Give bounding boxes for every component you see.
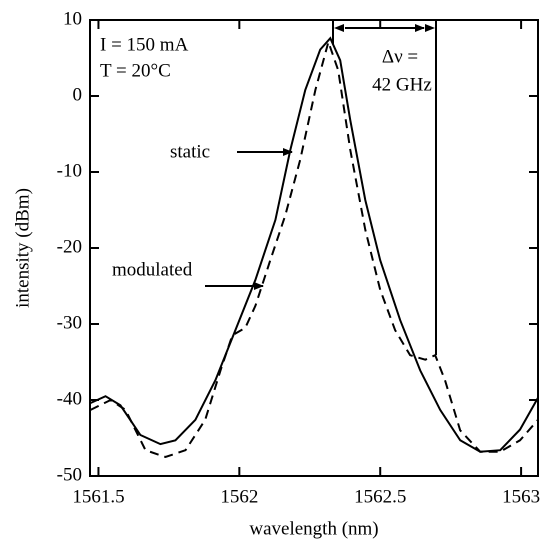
x-tick-label: 1562 xyxy=(220,486,258,507)
x-tick-label: 1563 xyxy=(502,486,540,507)
annotation: T = 20°C xyxy=(100,60,171,81)
y-tick-label: 0 xyxy=(73,84,83,105)
plot-frame xyxy=(89,19,539,477)
annotation: modulated xyxy=(112,259,193,280)
annotation: Δν = xyxy=(382,46,418,67)
y-tick-label: -50 xyxy=(57,464,82,485)
y-axis-label: intensity (dBm) xyxy=(12,188,33,308)
y-tick-label: 10 xyxy=(63,8,82,29)
x-tick-label: 1561.5 xyxy=(72,486,124,507)
y-tick-label: -10 xyxy=(57,160,82,181)
x-tick-label: 1562.5 xyxy=(354,486,406,507)
x-axis-label: wavelength (nm) xyxy=(249,518,378,539)
annotation: I = 150 mA xyxy=(100,34,189,55)
annotation: static xyxy=(170,141,210,162)
y-tick-label: -20 xyxy=(57,236,82,257)
annotation: 42 GHz xyxy=(372,74,432,95)
y-tick-label: -30 xyxy=(57,312,82,333)
data-line xyxy=(90,36,539,453)
y-tick-label: -40 xyxy=(57,388,82,409)
data-line xyxy=(90,38,539,459)
